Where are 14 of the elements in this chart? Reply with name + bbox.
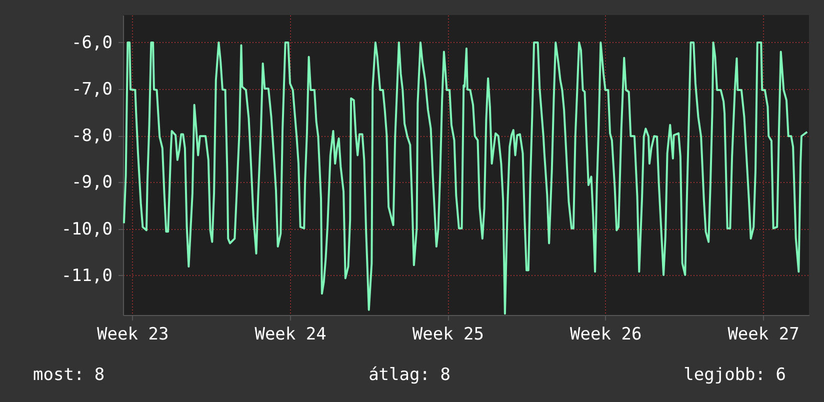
y-tick-label: -10,0	[61, 219, 112, 240]
text: átlag: 8	[368, 365, 450, 385]
y-tick-label: -11,0	[61, 266, 112, 286]
y-tick-label: -6,0	[72, 32, 112, 53]
text: most: 8	[33, 365, 105, 385]
text: legjobb: 6	[684, 365, 786, 385]
y-tick-label: -7,0	[72, 80, 112, 100]
x-tick-label: Week 24	[254, 324, 326, 344]
x-tick-label: Week 27	[728, 324, 800, 344]
x-tick-label: Week 23	[97, 324, 169, 344]
x-tick-label: Week 26	[570, 324, 642, 344]
y-tick-label: -8,0	[72, 126, 112, 146]
x-tick-label: Week 25	[412, 324, 484, 344]
y-tick-label: -9,0	[72, 172, 112, 193]
